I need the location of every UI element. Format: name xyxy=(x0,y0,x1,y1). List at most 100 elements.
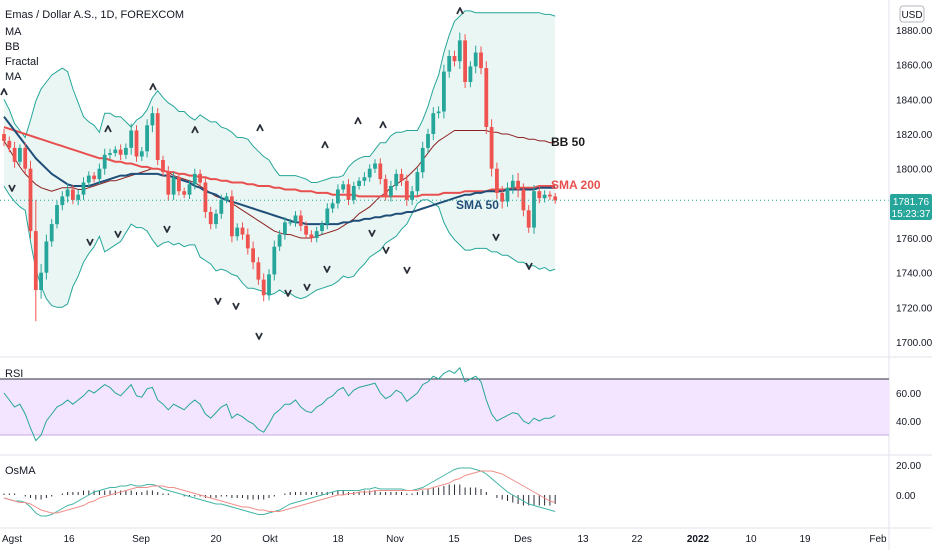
time-axis[interactable]: Agst 16 Sep 20 Okt 18 Nov 15 Des 13 22 2022 10 19 Feb xyxy=(2,534,887,545)
candle-body xyxy=(314,231,319,238)
candle xyxy=(134,125,139,162)
candle xyxy=(182,187,187,199)
candle-body xyxy=(378,163,383,180)
candle xyxy=(55,200,59,229)
candle xyxy=(404,174,409,206)
candle-body xyxy=(97,168,102,180)
candle-body xyxy=(102,154,107,169)
candle xyxy=(118,144,123,160)
candle-body xyxy=(442,71,446,112)
candle xyxy=(320,220,324,235)
candle xyxy=(473,45,478,74)
candle xyxy=(219,194,224,219)
candle-body xyxy=(283,222,287,235)
candle-body xyxy=(367,168,372,178)
candle-body xyxy=(357,180,361,186)
candle-body xyxy=(108,153,112,155)
rsi-pane-title[interactable]: RSI xyxy=(5,368,23,380)
candle-body xyxy=(192,173,197,185)
fractal-up-marker xyxy=(149,83,157,91)
candle-body xyxy=(505,187,510,202)
candles xyxy=(2,32,558,322)
candle-body xyxy=(526,210,531,228)
candle-body xyxy=(224,196,229,200)
candle xyxy=(203,176,208,219)
fractal-down-marker xyxy=(8,184,16,192)
price-pane[interactable] xyxy=(0,7,889,340)
candle-body xyxy=(129,130,134,148)
candle xyxy=(357,177,361,190)
time-tick-label: 19 xyxy=(799,534,811,545)
candle xyxy=(314,226,319,243)
fractal-down-marker xyxy=(323,265,331,273)
osma-pane[interactable] xyxy=(3,467,556,517)
candle-body xyxy=(214,213,218,225)
candle xyxy=(97,163,102,185)
time-tick-label: 2022 xyxy=(687,534,710,545)
candle-body xyxy=(150,113,155,126)
candle-body xyxy=(177,177,181,192)
candle-body xyxy=(235,227,240,237)
candle xyxy=(399,168,404,186)
currency-button[interactable]: USD xyxy=(899,5,925,23)
candle-body xyxy=(86,175,91,183)
candle-body xyxy=(272,246,277,275)
candle-body xyxy=(187,184,192,195)
candle-body xyxy=(548,194,552,197)
candle-body xyxy=(245,234,250,249)
candle xyxy=(261,273,266,302)
time-tick-label: Sep xyxy=(132,534,150,545)
rsi-axis: 40.00 60.00 xyxy=(896,389,921,428)
price-tick-label: 1760.00 xyxy=(896,234,932,245)
indicator-label-bb[interactable]: BB xyxy=(5,41,20,53)
fractal-down-marker xyxy=(214,297,222,305)
candle xyxy=(537,186,542,204)
candle-body xyxy=(240,227,245,235)
candle xyxy=(304,221,308,239)
candle xyxy=(224,192,229,204)
symbol-title[interactable]: Emas / Dollar A.S., 1D, FOREXCOM xyxy=(5,9,184,21)
bb-lower-line xyxy=(3,185,556,308)
candle-body xyxy=(484,68,489,127)
price-tick-label: 1740.00 xyxy=(896,269,932,280)
candle xyxy=(277,230,282,251)
osma-pane-title[interactable]: OsMA xyxy=(5,465,36,477)
indicator-label-fractal[interactable]: Fractal xyxy=(5,56,39,68)
candle xyxy=(330,199,335,213)
candle xyxy=(240,222,245,240)
candle xyxy=(198,169,202,187)
candle xyxy=(479,46,483,75)
time-tick-label: Feb xyxy=(869,534,887,545)
candle-body xyxy=(256,262,261,280)
indicator-label-ma[interactable]: MA xyxy=(5,26,22,38)
time-tick-label: Okt xyxy=(262,534,278,545)
candle xyxy=(468,61,473,88)
rsi-pane[interactable] xyxy=(0,366,889,442)
rsi-line xyxy=(3,366,556,442)
osma-tick-label: 0.00 xyxy=(896,491,916,502)
candle-body xyxy=(325,208,330,225)
osma-axis: 0.00 20.00 xyxy=(896,461,921,502)
candle-body xyxy=(298,215,303,226)
candle xyxy=(39,264,43,299)
candle xyxy=(171,172,176,200)
candle xyxy=(489,119,494,177)
candle xyxy=(293,211,298,227)
candle-body xyxy=(39,272,43,290)
time-tick-label: 10 xyxy=(745,534,757,545)
candle-body xyxy=(92,175,96,180)
candle-body xyxy=(118,149,123,155)
candle xyxy=(516,173,520,198)
candle-body xyxy=(155,113,160,160)
candle xyxy=(166,166,171,201)
candle-body xyxy=(277,234,282,247)
candle-body xyxy=(7,140,12,148)
candle-body xyxy=(415,172,420,192)
candle-body xyxy=(404,180,409,200)
candle xyxy=(378,158,383,185)
indicator-label-ma-2[interactable]: MA xyxy=(5,71,22,83)
candle xyxy=(336,184,340,209)
candle xyxy=(108,148,112,160)
candle-body xyxy=(145,125,149,152)
candle xyxy=(463,34,467,89)
